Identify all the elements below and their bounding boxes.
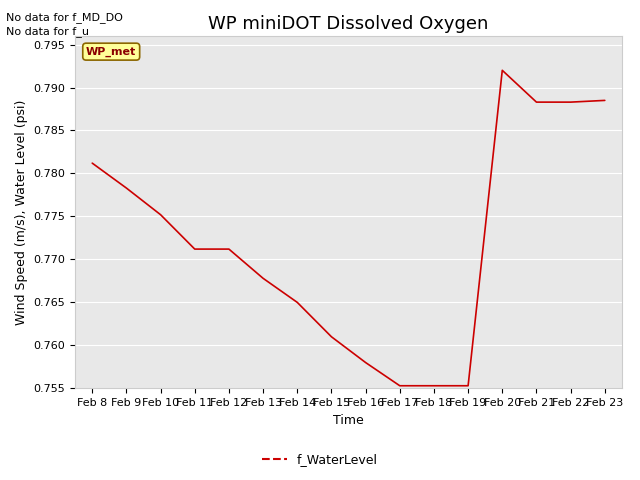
Title: WP miniDOT Dissolved Oxygen: WP miniDOT Dissolved Oxygen [209,15,489,33]
Text: No data for f_MD_DO: No data for f_MD_DO [6,12,124,23]
Legend: f_WaterLevel: f_WaterLevel [257,448,383,471]
Text: WP_met: WP_met [86,47,136,57]
Text: No data for f_u: No data for f_u [6,26,90,37]
X-axis label: Time: Time [333,414,364,427]
Y-axis label: Wind Speed (m/s), Water Level (psi): Wind Speed (m/s), Water Level (psi) [15,99,28,325]
